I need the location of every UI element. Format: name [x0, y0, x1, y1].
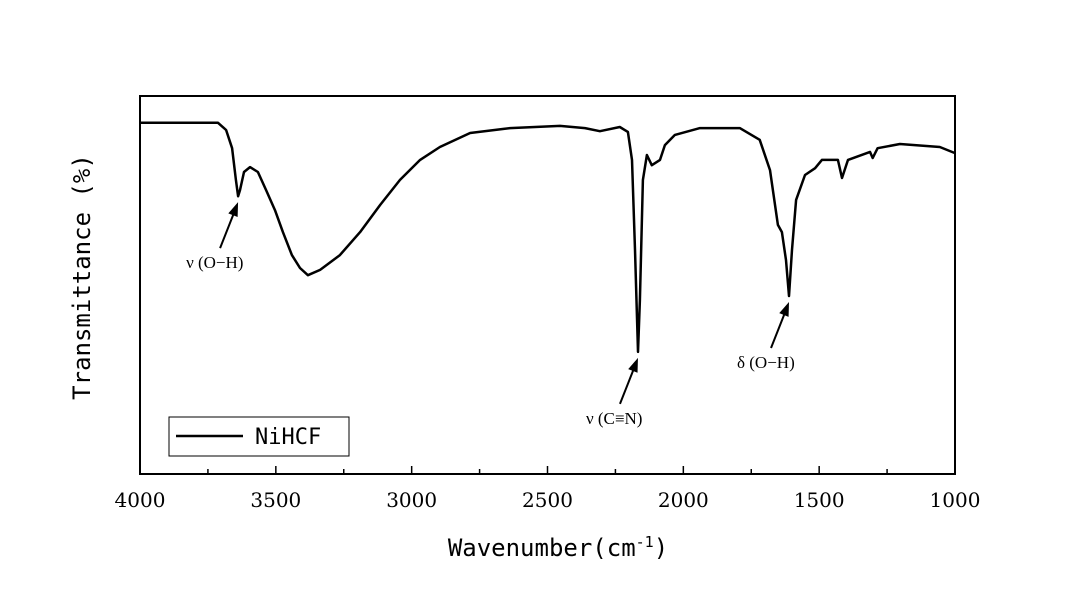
x-tick-label: 2500	[522, 488, 573, 512]
annotation-arrow-head	[228, 202, 239, 218]
annotations: ν (O−H) ν (C≡N) δ (O−H)	[186, 202, 795, 428]
x-tick-label: 3000	[386, 488, 437, 512]
x-axis-ticks: 4000 3500 3000 2500 2000 1500 1000	[115, 466, 981, 512]
x-tick-label: 1500	[794, 488, 845, 512]
x-tick-label: 3500	[250, 488, 301, 512]
x-tick-label: 4000	[115, 488, 166, 512]
annotation-arrow-shaft	[770, 309, 787, 349]
legend-label: NiHCF	[255, 425, 321, 450]
annotation-arrow-shaft	[619, 365, 636, 405]
x-tick-label: 1000	[930, 488, 981, 512]
annotation-label: ν (O−H)	[186, 253, 243, 272]
x-axis-title: Wavenumber(cm-1)	[448, 533, 668, 562]
annotation-arrow-head	[628, 357, 638, 373]
annotation-arrow-head	[779, 301, 790, 317]
series-line-nihcf	[140, 121, 956, 354]
y-axis-title: Transmittance (%)	[68, 154, 96, 400]
annotation-label: ν (C≡N)	[586, 409, 642, 428]
plot-content	[140, 121, 956, 354]
annotation-label: δ (O−H)	[737, 353, 795, 372]
legend: NiHCF	[168, 416, 350, 457]
annotation-arrow-shaft	[219, 209, 237, 249]
x-tick-label: 2000	[658, 488, 709, 512]
